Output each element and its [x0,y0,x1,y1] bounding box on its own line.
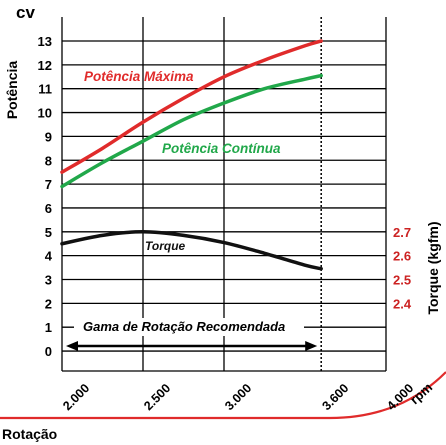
recommended-range-annotation: Gama de Rotação Recomendada [66,318,318,352]
y-tick-label: 5 [45,225,52,240]
y-unit-label: cv [16,3,35,22]
series-label-torque: Torque [145,239,186,253]
x-tick-label: 2.000 [60,381,92,413]
x-tick-label: 3.600 [319,381,351,413]
x-tick-labels: 2.000 2.500 3.000 3.600 4.000 [60,381,416,413]
y-tick-label: 3 [45,273,52,288]
y-tick-label: 1 [45,320,52,335]
y-tick-label: 8 [45,153,52,168]
x-tick-label: 3.000 [222,381,254,413]
x-unit-label: rpm [407,380,435,408]
series-label-cont-power: Potência Contínua [162,141,281,156]
y-tick-label: 13 [38,34,52,49]
torque-tick-label: 2.5 [393,273,411,288]
x-axis-title: Rotação [2,426,57,442]
grid [61,17,387,372]
decorative-swoosh [0,371,446,420]
y-tick-label: 11 [38,82,52,97]
x-tick-label: 2.500 [141,381,173,413]
torque-tick-label: 2.7 [393,225,411,240]
y-tick-label: 9 [45,129,52,144]
y-axis-title: Potência [4,61,20,120]
y-tick-label: 2 [45,296,52,311]
series-label-max-power: Potência Máxima [84,69,194,84]
right-axis-title: Torque (kgfm) [425,221,441,314]
y-tick-label: 0 [45,344,52,359]
y-tick-label: 12 [38,58,52,73]
y-tick-label: 4 [45,249,53,264]
series-line-max-power [60,39,323,174]
recommended-range-label: Gama de Rotação Recomendada [83,319,285,334]
y-tick-label: 7 [45,177,52,192]
arrow-left-head [66,341,78,352]
series-line-torque [60,230,323,271]
torque-tick-label: 2.4 [393,296,412,311]
arrow-right-head [305,341,318,352]
y-tick-label: 6 [45,201,52,216]
torque-tick-labels: 2.7 2.6 2.5 2.4 [393,225,412,312]
torque-tick-label: 2.6 [393,249,411,264]
series-line-cont-power [60,73,323,189]
series-lines [60,39,323,271]
y-tick-label: 10 [38,106,52,121]
